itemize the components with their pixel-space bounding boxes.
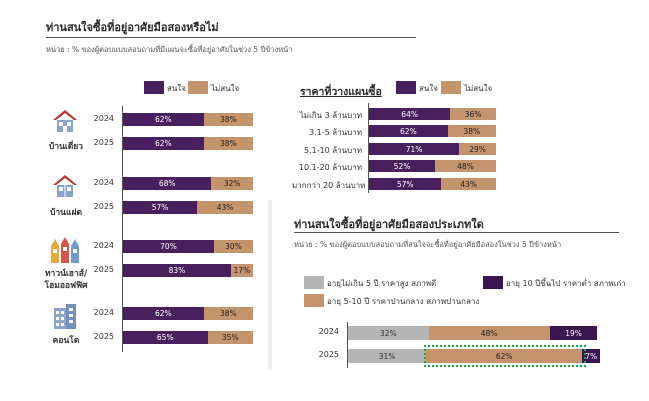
type-category-label: 2025 xyxy=(318,350,339,359)
price-bar-interested: 71% xyxy=(369,143,460,155)
price-axis-line xyxy=(368,103,369,193)
price-legend-label-interested: สนใจ xyxy=(419,84,438,93)
type-bar-mid: 62% xyxy=(426,349,583,363)
housing-category-label: 2025 xyxy=(93,202,114,211)
price-bar-interested: 62% xyxy=(369,125,448,137)
legend-label-interested: สนใจ xyxy=(167,84,186,93)
townhouse-icon xyxy=(51,237,79,263)
type-chart-title: ท่านสนใจซื้อที่อยู่อาศัยมือสองประเภทใด xyxy=(294,218,484,231)
group-label-twin-house: บ้านแฝด xyxy=(50,208,82,218)
price-category-label: 10.1-20 ล้านบาท xyxy=(298,163,362,172)
type-highlight-box xyxy=(424,345,587,367)
left-chart-subtitle: หน่วย : % ของผู้ตอบแบบสอบถามที่มีแผนจะซื… xyxy=(46,45,293,54)
type-legend-swatch-old xyxy=(483,276,503,289)
type-legend-label-old: อายุ 10 ปีขึ้นไป ราคาต่ำ สภาพเก่า xyxy=(506,279,626,288)
type-legend-label-mid: อายุ 5-10 ปี ราคาปานกลาง สภาพปานกลาง xyxy=(327,297,480,306)
type-legend-swatch-new xyxy=(304,276,324,289)
type-bar-new: 32% xyxy=(348,326,429,340)
left-title-rule xyxy=(46,37,416,38)
housing-bar-not-interested: 35% xyxy=(207,331,253,344)
group-label-condo: คอนโด xyxy=(52,336,80,346)
housing-bar-not-interested: 43% xyxy=(197,201,253,214)
type-chart-subtitle: หน่วย : % ของผู้ตอบแบบสอบถามที่สนใจจะซื้… xyxy=(294,240,562,249)
housing-category-label: 2024 xyxy=(93,114,114,123)
price-bar-not-interested: 29% xyxy=(459,143,496,155)
type-legend-swatch-mid xyxy=(304,294,324,307)
housing-bar-not-interested: 32% xyxy=(211,177,253,190)
type-bar-new: 31% xyxy=(348,349,427,363)
group-label-townhouse-text: ทาวน์เฮาส์/ โฮมออฟฟิศ xyxy=(44,269,88,291)
price-bar-not-interested: 43% xyxy=(441,178,496,190)
housing-bar-interested: 65% xyxy=(123,331,208,344)
housing-bar-interested: 62% xyxy=(123,137,204,150)
single-house-icon xyxy=(53,110,77,132)
price-legend-swatch-not-interested xyxy=(441,81,461,94)
group-label-single-house: บ้านเดี่ยว xyxy=(48,142,84,152)
housing-bar-interested: 62% xyxy=(123,113,204,126)
housing-bar-not-interested: 38% xyxy=(203,137,253,150)
twin-house-icon xyxy=(53,175,77,197)
housing-bar-interested: 57% xyxy=(123,201,198,214)
type-legend-label-new: อายุไม่เกิน 5 ปี ราคาสูง สภาพดี xyxy=(327,279,437,288)
type-bar-old: 7% xyxy=(582,349,600,363)
price-category-label: 3.1-5 ล้านบาท xyxy=(309,128,362,137)
price-category-label: 5.1-10 ล้านบาท xyxy=(303,146,362,155)
price-category-label: มากกว่า 20 ล้านบาท xyxy=(292,181,366,190)
housing-category-label: 2024 xyxy=(93,241,114,250)
housing-bar-not-interested: 38% xyxy=(203,113,253,126)
legend-swatch-not-interested xyxy=(188,81,208,94)
condo-icon xyxy=(54,304,76,329)
type-category-label: 2024 xyxy=(318,327,339,336)
type-bar-old: 19% xyxy=(549,326,598,340)
left-chart-title: ท่านสนใจซื้อที่อยู่อาศัยมือสองหรือไม่ xyxy=(46,21,219,34)
housing-bar-interested: 62% xyxy=(123,307,204,320)
housing-bar-interested: 68% xyxy=(123,177,212,190)
housing-bar-interested: 83% xyxy=(123,264,231,277)
group-label-townhouse: ทาวน์เฮาส์/ โฮมออฟฟิศ xyxy=(42,268,90,292)
price-bar-interested: 64% xyxy=(369,108,451,120)
housing-bar-not-interested: 38% xyxy=(203,307,253,320)
housing-bar-interested: 70% xyxy=(123,240,214,253)
housing-category-label: 2024 xyxy=(93,178,114,187)
price-bar-not-interested: 38% xyxy=(447,125,496,137)
housing-bar-not-interested: 30% xyxy=(214,240,253,253)
panel-divider xyxy=(268,200,272,370)
housing-category-label: 2024 xyxy=(93,308,114,317)
price-chart-title: ราคาที่วางแผนซื้อ xyxy=(300,86,382,98)
housing-category-label: 2025 xyxy=(93,265,114,274)
type-title-rule xyxy=(294,232,619,233)
price-bar-interested: 57% xyxy=(369,178,442,190)
price-bar-not-interested: 48% xyxy=(435,160,496,172)
price-category-label: ไม่เกิน 3 ล้านบาท xyxy=(299,111,362,120)
type-bar-mid: 48% xyxy=(428,326,550,340)
type-axis-line xyxy=(347,322,348,368)
price-bar-interested: 52% xyxy=(369,160,436,172)
price-legend-label-not-interested: ไม่สนใจ xyxy=(464,84,493,93)
housing-bar-not-interested: 17% xyxy=(230,264,253,277)
housing-category-label: 2025 xyxy=(93,332,114,341)
housing-axis-line xyxy=(122,106,123,352)
housing-category-label: 2025 xyxy=(93,138,114,147)
legend-swatch-interested xyxy=(144,81,164,94)
price-bar-not-interested: 36% xyxy=(450,108,496,120)
price-legend-swatch-interested xyxy=(396,81,416,94)
legend-label-not-interested: ไม่สนใจ xyxy=(211,84,240,93)
